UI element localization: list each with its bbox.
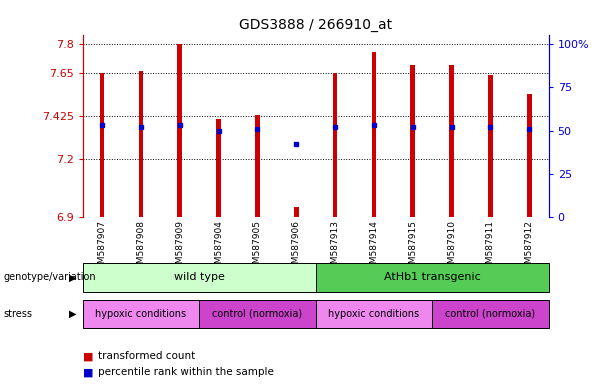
Title: GDS3888 / 266910_at: GDS3888 / 266910_at <box>239 18 392 32</box>
Text: stress: stress <box>3 309 32 319</box>
Text: transformed count: transformed count <box>98 351 196 361</box>
Text: wild type: wild type <box>174 272 224 283</box>
Text: ■: ■ <box>83 351 93 361</box>
Bar <box>333 73 337 217</box>
Bar <box>100 73 104 217</box>
Text: hypoxic conditions: hypoxic conditions <box>96 309 186 319</box>
Bar <box>139 71 143 217</box>
Bar <box>488 75 493 217</box>
Text: control (normoxia): control (normoxia) <box>445 309 536 319</box>
Text: ■: ■ <box>83 367 93 377</box>
Bar <box>216 119 221 217</box>
Bar <box>527 94 531 217</box>
Bar <box>411 65 415 217</box>
Text: control (normoxia): control (normoxia) <box>212 309 303 319</box>
Bar <box>449 65 454 217</box>
Bar <box>255 115 260 217</box>
Bar <box>371 52 376 217</box>
Bar <box>294 207 299 217</box>
Text: genotype/variation: genotype/variation <box>3 272 96 283</box>
Bar <box>178 44 182 217</box>
Text: ▶: ▶ <box>69 309 77 319</box>
Text: percentile rank within the sample: percentile rank within the sample <box>98 367 274 377</box>
Text: ▶: ▶ <box>69 272 77 283</box>
Text: AtHb1 transgenic: AtHb1 transgenic <box>384 272 481 283</box>
Text: hypoxic conditions: hypoxic conditions <box>329 309 419 319</box>
